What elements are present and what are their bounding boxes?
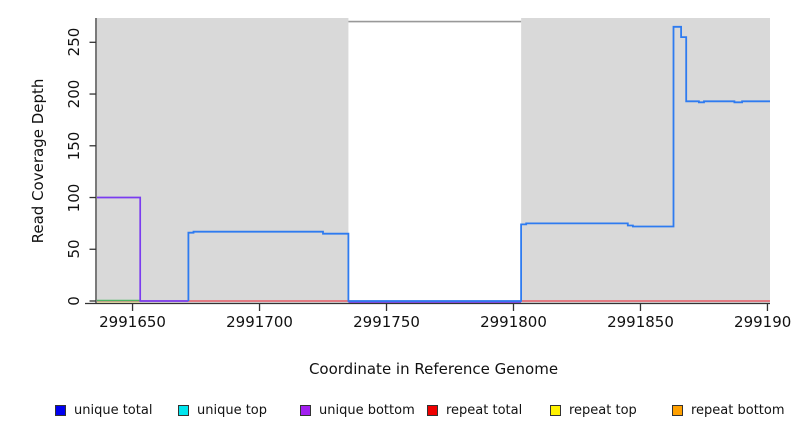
legend-item-repeat-total: repeat total	[427, 403, 522, 418]
legend-swatch-icon	[300, 405, 311, 416]
no-data-white-region	[348, 18, 522, 303]
legend-swatch-icon	[427, 405, 438, 416]
legend-item-repeat-top: repeat top	[550, 403, 637, 418]
legend-label: repeat top	[569, 403, 637, 418]
y-tick-label: 100	[65, 183, 83, 212]
x-tick-label: 2991800	[480, 313, 547, 331]
x-tick-label: 2991850	[607, 313, 674, 331]
x-tick-label: 2991900	[734, 313, 792, 331]
legend-label: repeat bottom	[691, 403, 785, 418]
y-tick-label: 250	[65, 27, 83, 57]
y-tick-label: 50	[65, 239, 83, 259]
y-tick-label: 150	[65, 131, 83, 161]
legend-item-unique-top: unique top	[178, 403, 267, 418]
series-unique-bottom	[97, 196, 189, 302]
legend-label: repeat total	[446, 403, 523, 418]
y-tick-label: 0	[65, 296, 83, 306]
legend-label: unique total	[74, 403, 153, 418]
x-tick-label: 2991750	[353, 313, 420, 331]
series-unique-total	[187, 25, 770, 302]
x-tick-label: 2991650	[99, 313, 166, 331]
legend-swatch-icon	[672, 405, 683, 416]
legend-label: unique top	[197, 403, 268, 418]
legend-label: unique bottom	[319, 403, 415, 418]
legend-item-repeat-bottom: repeat bottom	[672, 403, 785, 418]
x-axis-title: Coordinate in Reference Genome	[308, 360, 559, 378]
legend-swatch-icon	[178, 405, 189, 416]
x-tick-label: 2991700	[226, 313, 293, 331]
y-tick-label: 200	[65, 79, 83, 109]
y-axis-title: Read Coverage Depth	[29, 78, 47, 244]
legend-item-unique-bottom: unique bottom	[300, 403, 415, 418]
legend-swatch-icon	[550, 405, 561, 416]
legend-swatch-icon	[55, 405, 66, 416]
legend-item-unique-total: unique total	[55, 403, 152, 418]
